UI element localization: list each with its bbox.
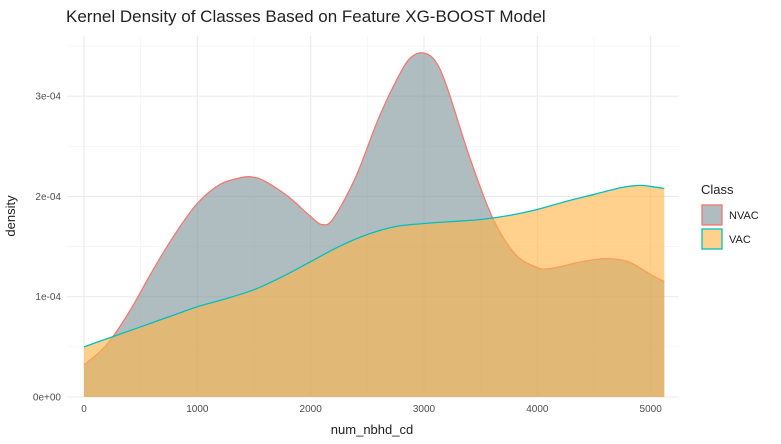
legend-key-vac	[701, 228, 723, 250]
x-tick-label: 1000	[186, 404, 209, 415]
x-tick-label: 2000	[300, 404, 323, 415]
legend-label-vac: VAC	[729, 234, 751, 246]
x-tick-label: 5000	[640, 404, 663, 415]
y-tick-labels: 0e+00 1e-04 2e-04 3e-04	[33, 92, 62, 404]
x-tick-label: 4000	[526, 404, 549, 415]
area-vac	[84, 185, 665, 397]
legend-title: Class	[701, 182, 734, 197]
y-tick-label: 2e-04	[35, 192, 61, 203]
x-tick-label: 0	[81, 404, 87, 415]
x-tick-label: 3000	[413, 404, 436, 415]
legend: Class NVAC VAC	[701, 182, 759, 250]
y-tick-label: 1e-04	[35, 292, 61, 303]
line-vac	[83, 184, 665, 348]
x-axis-title: num_nbhd_cd	[331, 422, 413, 437]
chart-title: Kernel Density of Classes Based on Featu…	[66, 7, 546, 26]
density-areas	[83, 52, 665, 398]
y-tick-label: 0e+00	[33, 393, 62, 404]
y-axis-title: density	[3, 195, 18, 237]
legend-key-nvac	[701, 204, 723, 226]
x-tick-labels: 0 1000 2000 3000 4000 5000	[81, 404, 662, 415]
y-tick-label: 3e-04	[35, 92, 61, 103]
legend-label-nvac: NVAC	[729, 210, 759, 222]
